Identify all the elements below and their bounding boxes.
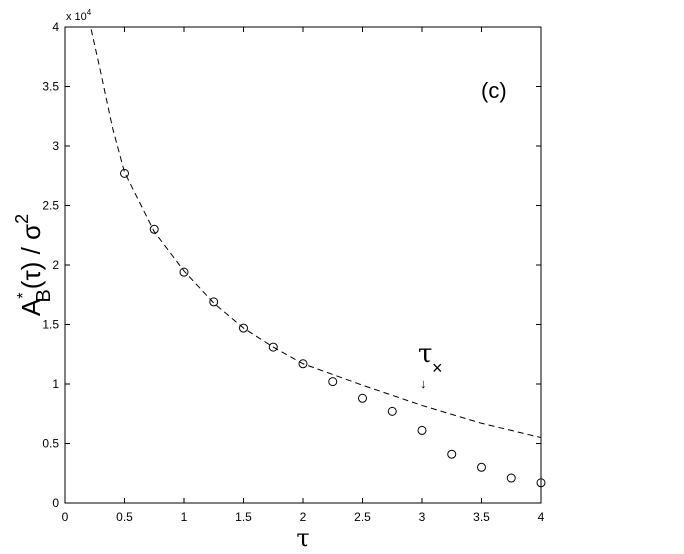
y-tick-label: 2.5	[42, 199, 59, 213]
multiplier-exponent: 4	[87, 8, 92, 17]
x-tick-label: 0.5	[116, 510, 133, 524]
panel-label: (c)	[481, 78, 507, 103]
data-point	[536, 478, 546, 488]
data-point	[387, 406, 397, 416]
y-tick-label: 0	[52, 496, 59, 510]
x-tick-label: 0	[62, 510, 69, 524]
multiplier-base: x 10	[66, 11, 87, 23]
ylabel-sup: *	[15, 293, 32, 299]
data-point	[149, 224, 159, 234]
data-point	[120, 168, 129, 178]
data-point	[239, 323, 248, 333]
ylabel-sub: B	[33, 289, 55, 302]
tau-annotation: τ	[418, 339, 432, 369]
y-tick-label: 2	[52, 258, 59, 272]
x-axis-label: τ	[296, 524, 309, 552]
y-tick-label: 0.5	[42, 437, 59, 451]
ylabel-rest: (τ) / σ	[16, 224, 46, 289]
data-point	[209, 297, 219, 307]
ylabel-sup2: 2	[12, 214, 32, 224]
data-point	[179, 267, 189, 277]
x-tick-label: 2	[300, 510, 307, 524]
y-tick-label: 1.5	[42, 318, 59, 332]
y-tick-label: 3	[52, 139, 59, 153]
plot-frame	[64, 26, 542, 504]
data-point	[268, 342, 278, 352]
x-tick-label: 1.5	[235, 510, 252, 524]
fit-curve	[90, 29, 542, 439]
data-point	[447, 449, 457, 459]
data-point	[417, 425, 427, 435]
tau-subscript: ×	[432, 358, 443, 378]
x-tick-label: 2.5	[354, 510, 371, 524]
axis-multiplier: x 104	[66, 8, 92, 23]
data-point	[328, 377, 338, 387]
data-point	[506, 473, 516, 483]
x-tick-label: 1	[181, 510, 188, 524]
data-point	[298, 359, 308, 369]
ylabel-main: A	[16, 298, 46, 316]
y-tick-label: 1	[52, 377, 59, 391]
y-tick-label: 4	[52, 20, 59, 34]
y-axis-label: A*B(τ) / σ2	[12, 214, 55, 316]
data-point	[477, 462, 486, 472]
arrow-annotation: ↓	[420, 376, 427, 391]
x-tick-label: 4	[538, 510, 545, 524]
y-tick-label: 3.5	[42, 80, 59, 94]
x-tick-label: 3	[419, 510, 426, 524]
data-point	[358, 393, 367, 403]
x-tick-label: 3.5	[473, 510, 490, 524]
